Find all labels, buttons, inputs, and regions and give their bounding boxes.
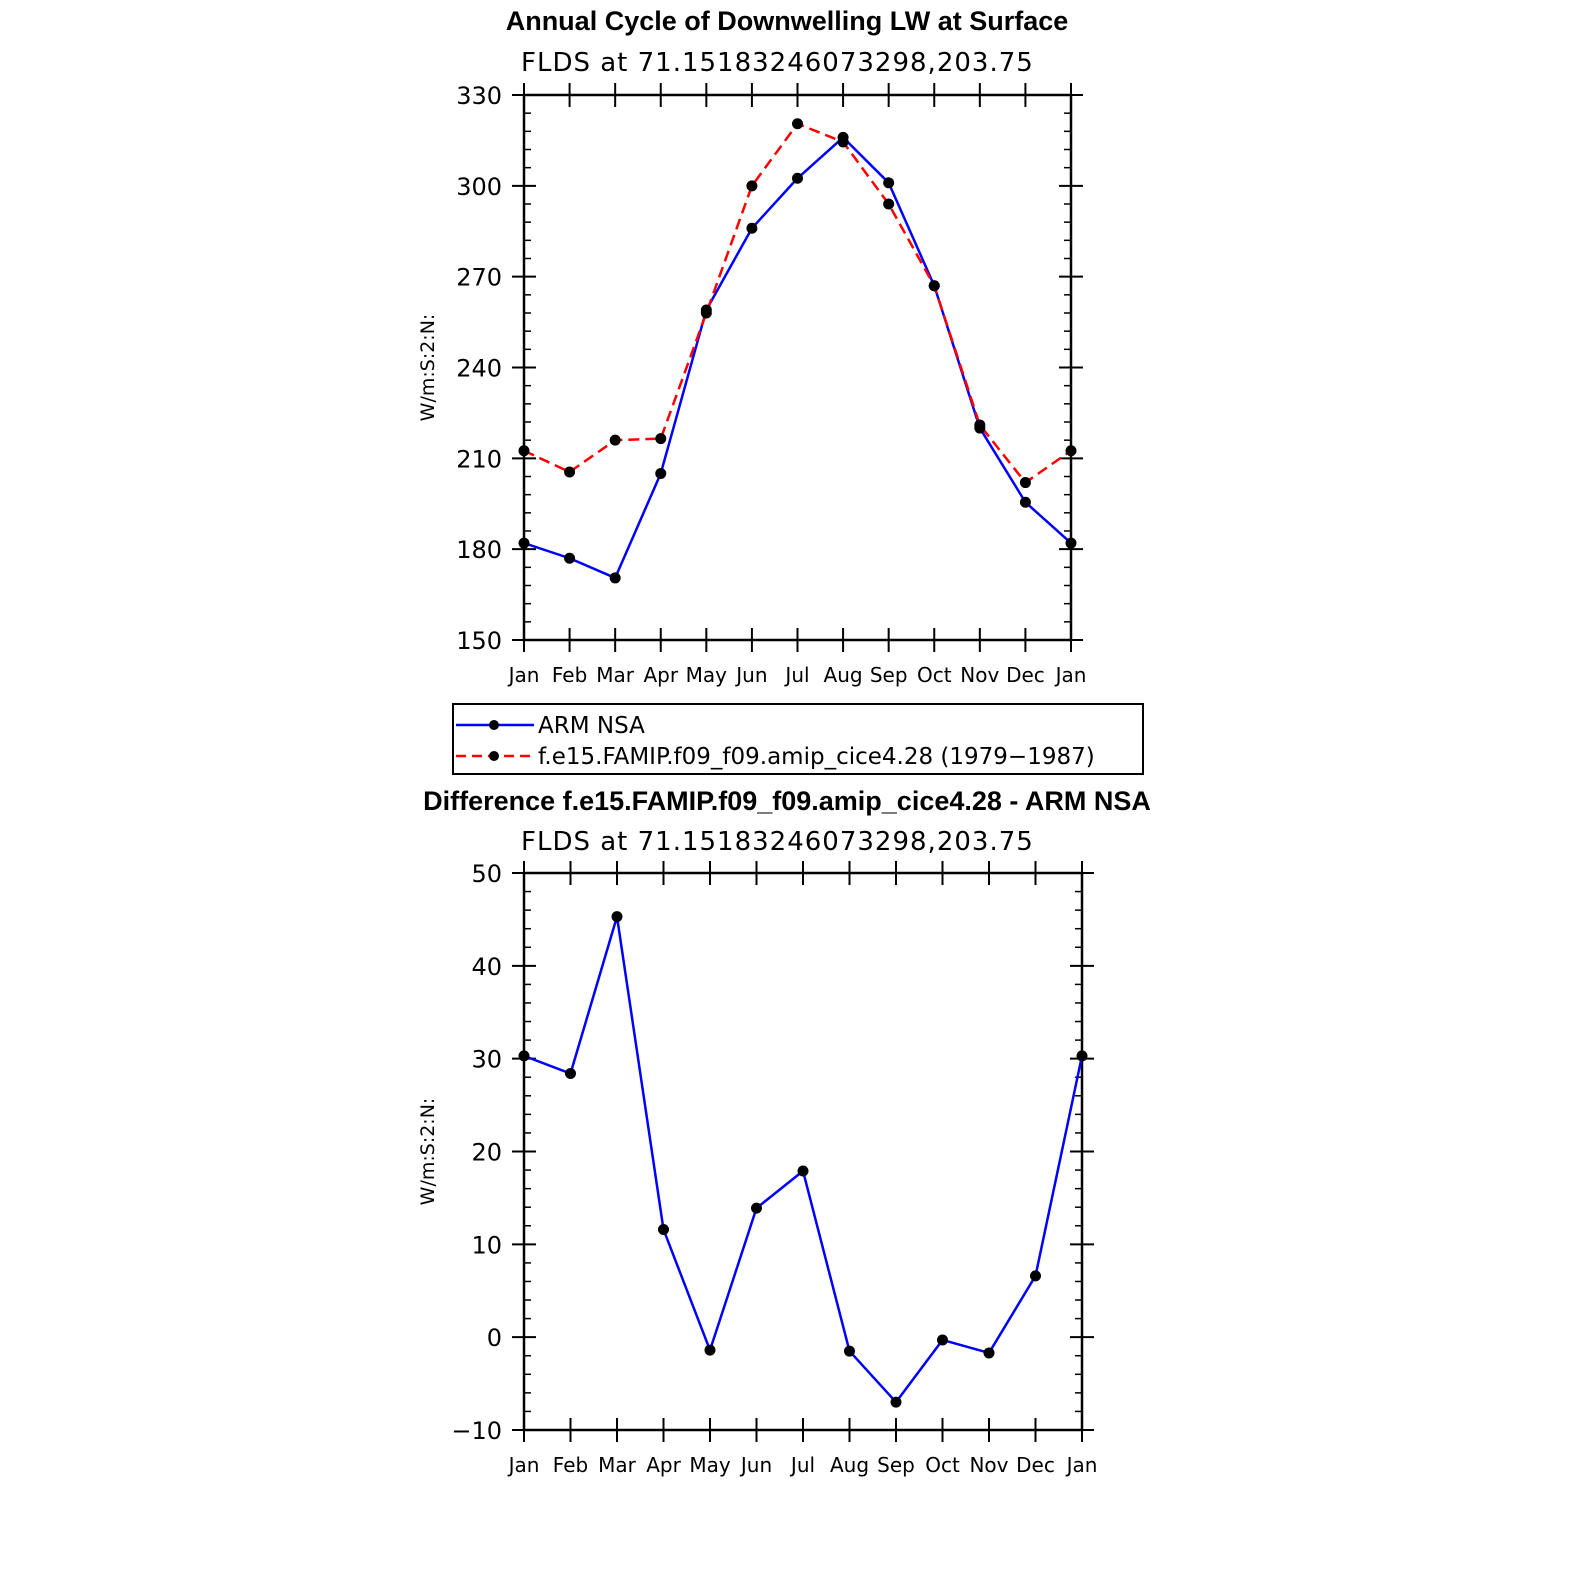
bottom-xtick-label: Mar [598, 1453, 637, 1477]
legend-item-arm-nsa: ARM NSA [454, 711, 1142, 741]
bottom-xtick-label: Apr [646, 1453, 681, 1477]
bottom-xtick-label: Dec [1016, 1453, 1055, 1477]
top-series-0-point [518, 537, 530, 549]
bottom-xtick-label: Oct [925, 1453, 960, 1477]
bottom-ytick-label: 40 [471, 953, 502, 981]
top-xtick-label: Aug [824, 663, 863, 687]
top-ytick-label: 270 [456, 264, 502, 292]
bottom-series-0-point [937, 1334, 948, 1346]
bottom-ytick-label: 20 [471, 1139, 502, 1167]
bottom-xtick-label: Nov [969, 1453, 1008, 1477]
top-series-0-point [609, 572, 621, 584]
bottom-plot-frame [522, 871, 1084, 1432]
top-series-1-point [883, 198, 895, 210]
top-series-1-point [792, 118, 803, 130]
bottom-chart-subtitle: FLDS at 71.15183246073298,203.75 [521, 827, 1034, 857]
top-series-1-point [1065, 445, 1077, 457]
bottom-series-0-point [1030, 1270, 1041, 1282]
bottom-ytick-label: 50 [471, 860, 502, 888]
bottom-xtick-label: Jul [789, 1453, 815, 1477]
top-chart-title: Annual Cycle of Downwelling LW at Surfac… [505, 6, 1069, 36]
bottom-series-0-point [611, 911, 623, 923]
top-xtick-label: Mar [596, 663, 635, 687]
bottom-ytick-label: 0 [487, 1324, 502, 1352]
top-series-1-point [518, 445, 530, 457]
bottom-series-0-point [890, 1396, 902, 1408]
top-xtick-label: Jan [507, 663, 540, 687]
top-series-1-point [746, 180, 758, 192]
top-xtick-label: Sep [870, 663, 908, 687]
top-series-1-point [609, 434, 621, 446]
top-xtick-label: Jun [734, 663, 767, 687]
bottom-ytick-label: −10 [451, 1417, 502, 1445]
bottom-series-0-point [565, 1068, 576, 1080]
top-series-1-point [564, 466, 576, 478]
bottom-xtick-label: Sep [877, 1453, 915, 1477]
top-chart: 150 180 210 240 270 300 330 Jan Feb Mar Apr May Jun J… [417, 82, 1087, 687]
legend-label-model: f.e15.FAMIP.f09_f09.amip_cice4.28 (1979−… [538, 744, 1095, 770]
bottom-xtick-label: Jan [507, 1453, 540, 1477]
bottom-series-0-point [844, 1345, 855, 1357]
top-y-axis-label: W/m:S:2:N: [417, 314, 439, 422]
bottom-series-0-point [518, 1050, 530, 1062]
top-series-0-point [1019, 496, 1031, 508]
top-ytick-label: 240 [456, 355, 502, 383]
top-series-0-point [883, 177, 895, 189]
legend-label-arm-nsa: ARM NSA [538, 713, 645, 739]
bottom-xtick-label: Jan [1065, 1453, 1098, 1477]
top-ytick-label: 330 [456, 82, 502, 110]
bottom-series-0-point [983, 1347, 995, 1359]
bottom-series-0-point [751, 1202, 762, 1214]
top-xtick-label: Jan [1054, 663, 1087, 687]
top-ytick-label: 300 [456, 173, 502, 201]
bottom-ytick-label: 10 [471, 1231, 502, 1259]
legend-swatch-solid [456, 720, 534, 730]
top-series-1-point [655, 433, 667, 445]
top-ytick-label: 180 [456, 536, 502, 564]
legend-swatch-dashed [456, 751, 534, 761]
bottom-xtick-label: Jun [739, 1453, 772, 1477]
top-ytick-label: 210 [456, 445, 502, 473]
bottom-ytick-label: 30 [471, 1046, 502, 1074]
top-series-0-point [564, 552, 576, 564]
top-series-1-point [1019, 477, 1031, 489]
top-series-0-line [523, 136, 1072, 580]
legend-item-model: f.e15.FAMIP.f09_f09.amip_cice4.28 (1979−… [454, 742, 1142, 772]
top-series-1-point [837, 136, 849, 148]
bottom-series-0-point [658, 1223, 669, 1235]
top-chart-subtitle: FLDS at 71.15183246073298,203.75 [521, 48, 1034, 78]
top-xtick-label: Nov [960, 663, 999, 687]
top-series-0-point [746, 222, 758, 234]
top-xtick-label: Jul [783, 663, 809, 687]
bottom-chart-title: Difference f.e15.FAMIP.f09_f09.amip_cice… [423, 786, 1151, 816]
top-xtick-label: May [686, 663, 728, 687]
top-series-1-point [928, 280, 940, 292]
top-series-0-point [655, 467, 667, 479]
top-ytick-label: 150 [456, 627, 502, 655]
bottom-series-0-line [523, 915, 1084, 1404]
bottom-xtick-label: Aug [830, 1453, 869, 1477]
bottom-series-0-point [1076, 1050, 1088, 1062]
bottom-xtick-label: Feb [553, 1453, 588, 1477]
top-series-0-point [792, 172, 803, 184]
top-xtick-label: Feb [552, 663, 587, 687]
top-series-1-point [974, 419, 986, 431]
bottom-series-0-point [704, 1344, 716, 1356]
bottom-series-0-point [797, 1165, 809, 1177]
top-xtick-label: Dec [1006, 663, 1045, 687]
top-series-0-point [1065, 537, 1077, 549]
legend: ARM NSA f.e15.FAMIP.f09_f09.amip_cice4.2… [452, 703, 1144, 775]
bottom-y-axis-label: W/m:S:2:N: [417, 1098, 439, 1206]
bottom-xtick-label: May [689, 1453, 731, 1477]
top-xtick-label: Apr [643, 663, 678, 687]
top-xtick-label: Oct [917, 663, 952, 687]
top-series-1-point [700, 307, 712, 319]
